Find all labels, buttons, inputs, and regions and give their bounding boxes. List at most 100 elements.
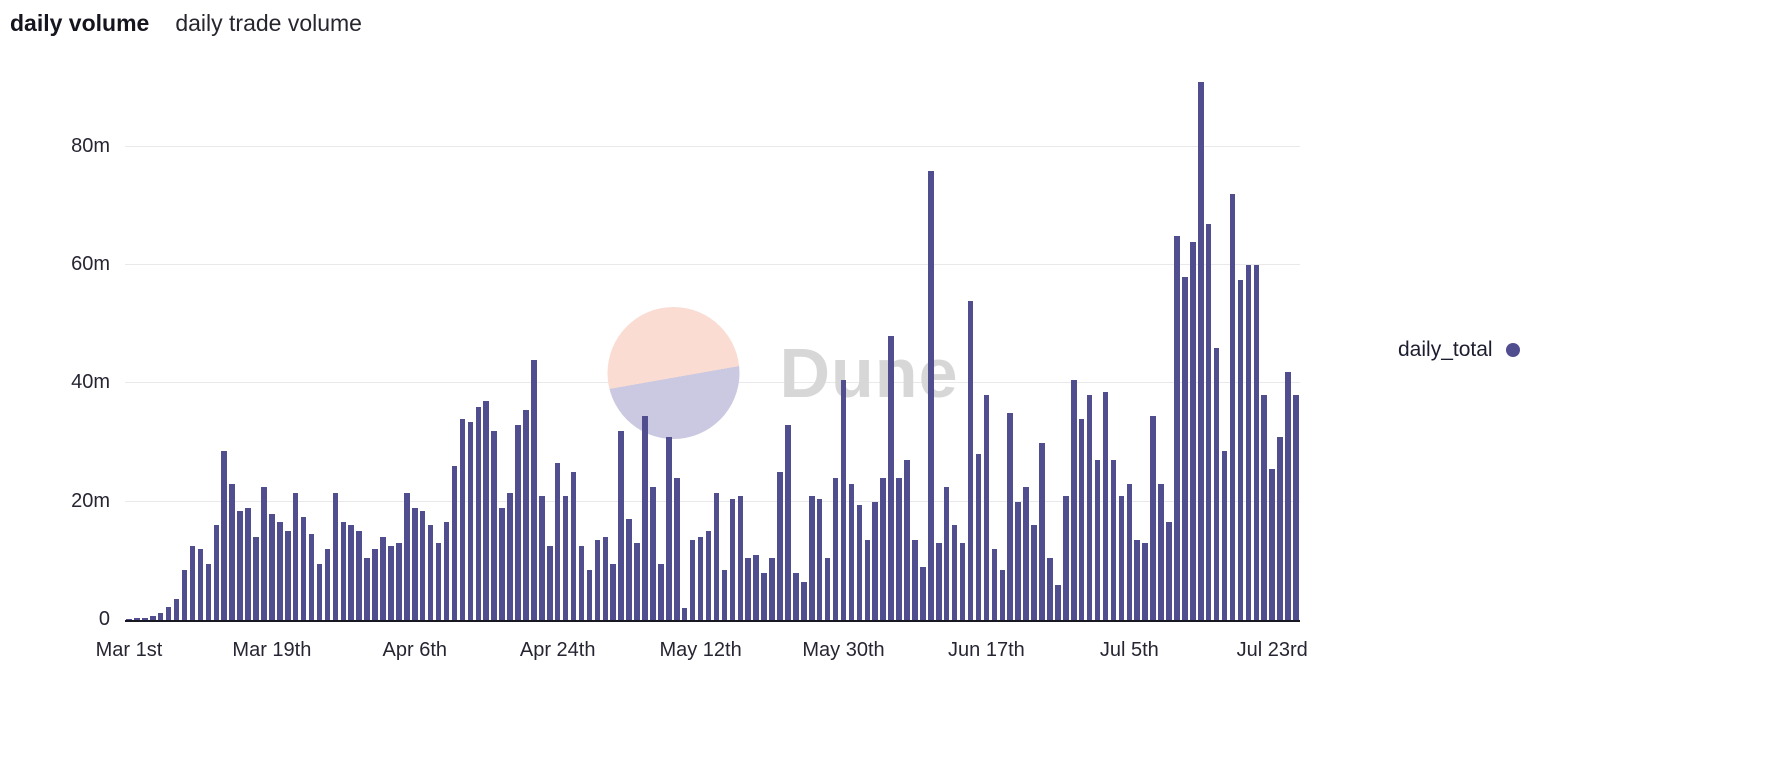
bar[interactable] <box>269 513 275 620</box>
bar[interactable] <box>356 531 362 620</box>
bar[interactable] <box>1086 395 1093 620</box>
bar[interactable] <box>1197 81 1204 620</box>
bar[interactable] <box>316 563 323 620</box>
bar[interactable] <box>769 557 775 620</box>
bar[interactable] <box>1015 501 1021 620</box>
bar[interactable] <box>570 472 577 620</box>
bar[interactable] <box>737 495 744 620</box>
bar[interactable] <box>229 483 235 620</box>
bar[interactable] <box>1039 442 1045 620</box>
bar[interactable] <box>181 569 188 620</box>
bar[interactable] <box>165 607 172 620</box>
bar[interactable] <box>372 549 378 620</box>
bar[interactable] <box>261 486 267 620</box>
bar[interactable] <box>666 436 672 620</box>
bar[interactable] <box>332 492 339 620</box>
bar[interactable] <box>443 522 450 620</box>
bar[interactable] <box>475 407 482 620</box>
bar[interactable] <box>491 430 497 620</box>
bar[interactable] <box>602 537 609 620</box>
bar[interactable] <box>705 531 712 620</box>
bar[interactable] <box>872 501 879 620</box>
bar[interactable] <box>713 492 720 620</box>
bar[interactable] <box>816 498 823 620</box>
bar[interactable] <box>1229 194 1236 620</box>
bar[interactable] <box>388 546 394 620</box>
bar[interactable] <box>546 546 553 620</box>
bar[interactable] <box>1166 522 1172 620</box>
bar[interactable] <box>245 507 251 620</box>
bar[interactable] <box>412 507 418 620</box>
bar[interactable] <box>1126 483 1133 620</box>
bar[interactable] <box>1094 460 1101 620</box>
bar[interactable] <box>793 572 799 620</box>
bar[interactable] <box>134 618 140 620</box>
bar[interactable] <box>1070 380 1077 620</box>
bar[interactable] <box>1261 395 1268 620</box>
bar[interactable] <box>1205 223 1212 620</box>
bar[interactable] <box>1213 347 1220 620</box>
bar[interactable] <box>197 549 204 620</box>
bar[interactable] <box>1078 418 1085 620</box>
bar[interactable] <box>364 557 370 620</box>
bar[interactable] <box>451 466 458 620</box>
bar[interactable] <box>1055 584 1061 620</box>
bar[interactable] <box>142 617 148 620</box>
bar[interactable] <box>634 543 640 620</box>
bar[interactable] <box>1142 543 1148 620</box>
bar[interactable] <box>340 522 347 620</box>
bar[interactable] <box>404 492 410 620</box>
bar[interactable] <box>1269 469 1275 620</box>
bar[interactable] <box>1182 277 1188 620</box>
bar[interactable] <box>761 572 767 620</box>
bar[interactable] <box>562 495 569 620</box>
bar[interactable] <box>975 454 982 620</box>
bar[interactable] <box>904 460 910 620</box>
bar[interactable] <box>578 546 585 620</box>
bar[interactable] <box>1007 413 1013 620</box>
bar[interactable] <box>499 507 505 620</box>
bar[interactable] <box>284 531 291 620</box>
bar[interactable] <box>308 534 315 620</box>
bar[interactable] <box>594 540 601 620</box>
bar[interactable] <box>459 418 466 620</box>
bar[interactable] <box>173 599 180 620</box>
bar[interactable] <box>642 415 648 620</box>
bar[interactable] <box>888 336 894 620</box>
bar[interactable] <box>380 537 386 620</box>
bar[interactable] <box>396 543 402 620</box>
bar[interactable] <box>896 478 902 620</box>
bar[interactable] <box>1237 279 1244 620</box>
bar[interactable] <box>435 543 442 620</box>
bar[interactable] <box>348 525 355 620</box>
bar[interactable] <box>531 359 537 620</box>
bar[interactable] <box>515 424 521 620</box>
bar[interactable] <box>1102 392 1109 620</box>
bar[interactable] <box>610 563 617 620</box>
bar[interactable] <box>1047 557 1053 620</box>
bar[interactable] <box>745 557 751 620</box>
bar[interactable] <box>523 410 529 620</box>
bar[interactable] <box>427 525 434 620</box>
bar[interactable] <box>983 395 990 620</box>
bar[interactable] <box>673 478 680 620</box>
bar[interactable] <box>808 495 815 620</box>
bar[interactable] <box>1063 495 1069 620</box>
bar[interactable] <box>157 612 164 620</box>
bar[interactable] <box>658 563 664 620</box>
bar[interactable] <box>1023 486 1029 620</box>
bar[interactable] <box>1253 265 1260 620</box>
bar[interactable] <box>539 495 545 620</box>
bar[interactable] <box>959 543 966 620</box>
bar[interactable] <box>943 486 950 620</box>
bar[interactable] <box>1150 415 1156 620</box>
bar[interactable] <box>856 504 863 620</box>
bar[interactable] <box>189 546 196 620</box>
bar[interactable] <box>126 618 132 620</box>
bar[interactable] <box>554 463 561 620</box>
bar[interactable] <box>697 537 704 620</box>
bar[interactable] <box>999 569 1006 620</box>
bar[interactable] <box>1190 241 1196 620</box>
bar[interactable] <box>292 492 299 620</box>
bar[interactable] <box>650 486 656 620</box>
